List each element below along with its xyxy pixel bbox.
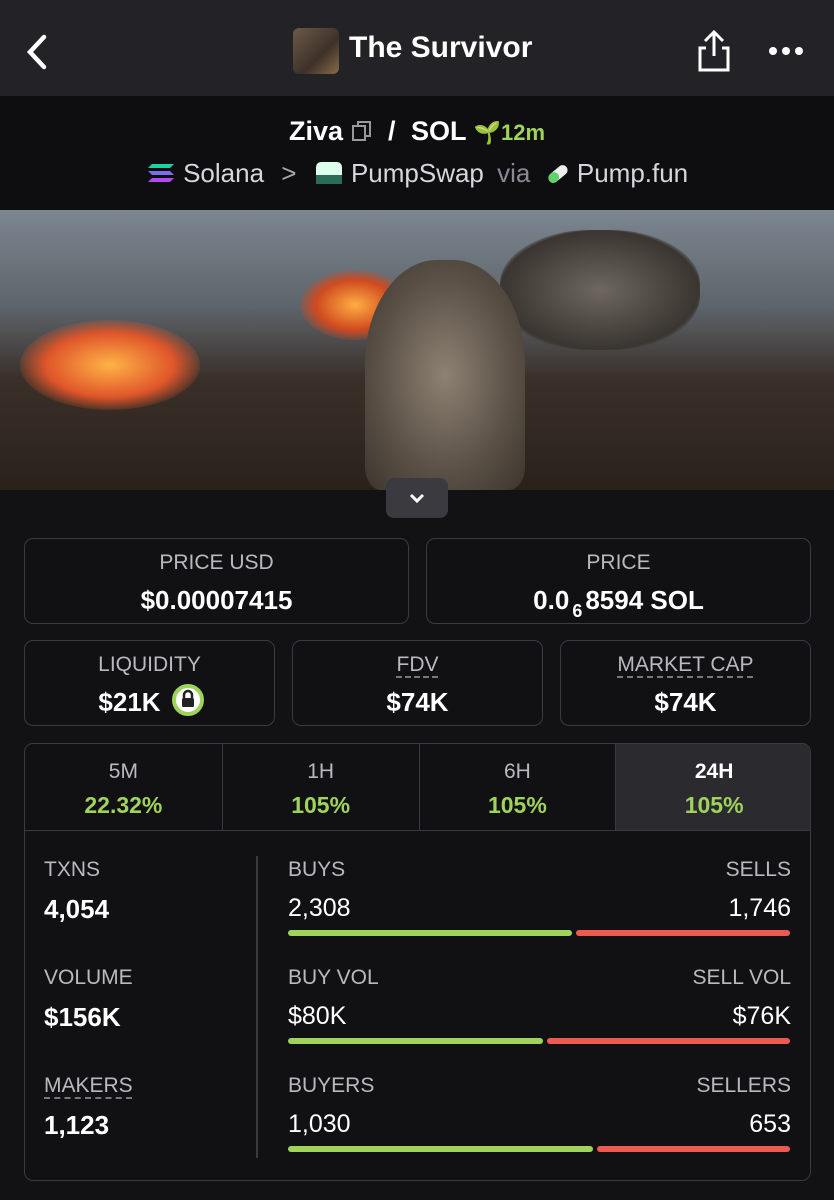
right-label: SELL VOL (692, 966, 791, 989)
left-label: BUYERS (288, 1074, 375, 1097)
time-tab[interactable]: 6H 105% (418, 744, 616, 831)
route-line: Solana > PumpSwap via Pump.fun (0, 158, 834, 189)
tab-label: 1H (307, 760, 335, 783)
buy-bar (288, 1038, 544, 1044)
metric-value: 4,054 (44, 894, 110, 924)
card-value: $74K (654, 687, 717, 717)
left-label: BUYS (288, 858, 346, 881)
sell-bar (596, 1146, 790, 1152)
card-value: 0.0 6 8594 SOL (427, 585, 810, 622)
sell-bar (575, 930, 790, 936)
metric-label: MAKERS (44, 1074, 133, 1097)
metric-label: VOLUME (44, 966, 133, 989)
metric-label: TXNS (44, 858, 101, 881)
price-card: PRICE USD $0.00007415 (24, 538, 409, 624)
buy-bar (288, 1146, 593, 1152)
chain-name[interactable]: Solana (183, 158, 265, 188)
pair-line: Ziva / SOL 🌱12m (0, 116, 834, 147)
right-value: 653 (749, 1110, 791, 1138)
dex-icon (315, 162, 342, 184)
buy-bar (288, 930, 572, 936)
card-value: $21K (98, 687, 161, 717)
left-value: 2,308 (288, 894, 351, 922)
divider (256, 856, 258, 1158)
tab-label: 5M (108, 760, 138, 783)
banner-image (0, 210, 834, 490)
launchpad-name[interactable]: Pump.fun (576, 158, 689, 188)
quote-token: SOL (411, 116, 467, 146)
price-part: 8594 SOL (585, 585, 704, 615)
subscript-zeros: 6 (572, 601, 583, 621)
card-value: $0.00007415 (140, 585, 293, 615)
collapse-button[interactable] (386, 478, 448, 518)
card-label: MARKET CAP (617, 653, 754, 676)
tab-change: 105% (684, 792, 744, 818)
price-part: 0.0 (533, 585, 570, 615)
right-value: $76K (732, 1002, 791, 1030)
left-value: 1,030 (288, 1110, 351, 1138)
tab-label: 6H (503, 760, 531, 783)
launchpad-icon (548, 165, 568, 183)
stat-card: FDV $74K (292, 640, 543, 726)
metric-value: $156K (44, 1002, 121, 1032)
card-label: LIQUIDITY (98, 653, 201, 676)
card-value: $74K (386, 687, 449, 717)
pair-separator: / (388, 116, 396, 146)
more-button[interactable] (766, 44, 806, 58)
time-tab[interactable]: 1H 105% (221, 744, 419, 831)
left-value: $80K (288, 1002, 347, 1030)
pair-header: Ziva / SOL 🌱12m Solana > PumpSwap via Pu… (0, 96, 834, 210)
tab-label: 24H (694, 760, 734, 783)
token-avatar (293, 28, 339, 74)
nav-bar: The Survivor (0, 0, 834, 96)
stat-card: LIQUIDITY $21K (24, 640, 275, 726)
sell-bar (547, 1038, 790, 1044)
lock-icon (172, 684, 204, 716)
tab-change: 105% (487, 792, 547, 818)
base-token[interactable]: Ziva (288, 116, 343, 146)
price-card: PRICE 0.0 6 8594 SOL (426, 538, 811, 624)
chevron (409, 493, 425, 504)
age-text: 12m (500, 120, 546, 145)
right-label: SELLERS (696, 1074, 791, 1097)
txn-panel: 5M 22.32% 1H 105% 6H 105% 24H 105% TXNS 4,054 BUYS… (24, 743, 811, 1181)
nav-title: The Survivor (349, 31, 533, 64)
card-label: PRICE USD (159, 551, 274, 574)
pair-age: 🌱12m (473, 120, 546, 145)
solana-icon (147, 164, 174, 182)
right-value: 1,746 (728, 894, 791, 922)
card-label: PRICE (586, 551, 651, 574)
stat-card: MARKET CAP $74K (560, 640, 811, 726)
tab-change: 105% (291, 792, 351, 818)
copy-icon[interactable] (351, 120, 373, 142)
metric-value: 1,123 (44, 1110, 110, 1140)
card-label: FDV (396, 653, 439, 676)
time-tab[interactable]: 24H 105% (615, 744, 810, 831)
share-button[interactable] (696, 28, 732, 74)
via-text: via (497, 158, 531, 188)
left-label: BUY VOL (288, 966, 379, 989)
right-label: SELLS (725, 858, 791, 881)
dex-name[interactable]: PumpSwap (350, 158, 484, 188)
back-button[interactable] (22, 34, 52, 70)
tab-change: 22.32% (84, 792, 163, 818)
time-tab[interactable]: 5M 22.32% (25, 744, 222, 831)
